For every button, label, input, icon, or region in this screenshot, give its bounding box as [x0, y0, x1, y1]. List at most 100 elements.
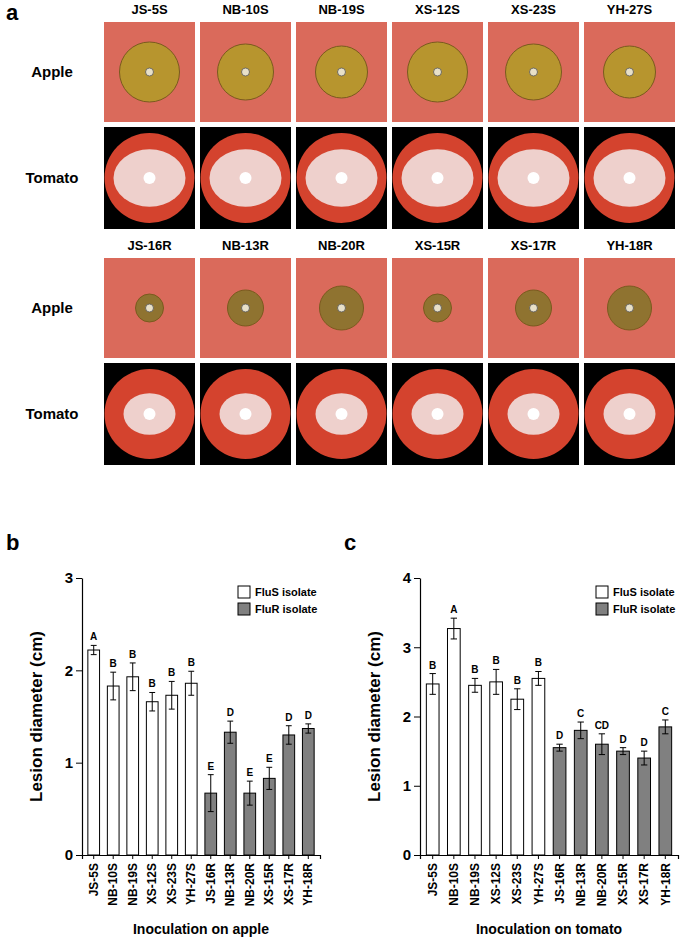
- apple-wound: [338, 68, 346, 76]
- significance-letter: C: [577, 708, 584, 719]
- tomato-photo: [104, 127, 195, 229]
- x-tick: XS-12S: [145, 855, 159, 904]
- plot-area: [88, 645, 314, 855]
- tick-label: NB-10S: [106, 863, 120, 906]
- tick-mark: [132, 855, 133, 859]
- significance-letter: A: [450, 604, 457, 615]
- row-label: Apple: [31, 299, 73, 316]
- error-bar: [620, 748, 626, 755]
- row-label: Tomato: [25, 405, 78, 422]
- apple-shade: [296, 22, 387, 122]
- tick-label: 0: [403, 846, 411, 863]
- tick-label: 0: [65, 846, 73, 863]
- tomato-fruit: [105, 369, 195, 459]
- error-bar: [641, 751, 647, 765]
- bar: [166, 695, 178, 855]
- tomato-mycelium: [594, 149, 666, 207]
- tomato-wound: [144, 172, 156, 184]
- tomato-fruit: [297, 133, 387, 223]
- tomato-background: [104, 127, 195, 229]
- apple-photo: [488, 258, 579, 358]
- legend-label: FluS isolate: [613, 586, 675, 598]
- apple-wound: [146, 68, 154, 76]
- isolate-label: XS-23S: [511, 2, 556, 17]
- tomato-background: [488, 127, 579, 229]
- x-axis-title: Inoculation on tomato: [476, 921, 622, 937]
- tomato-photo: [488, 127, 579, 229]
- significance-letter: B: [514, 675, 521, 686]
- letter-labels: BABBBBDCCDDDC: [429, 604, 669, 748]
- tick-mark: [210, 855, 211, 859]
- legend-swatch: [238, 586, 250, 598]
- significance-letter: B: [188, 657, 195, 668]
- apple-wound: [530, 304, 538, 312]
- apple-shade: [584, 22, 675, 122]
- x-tick: XS-23S: [165, 855, 179, 904]
- apple-lesion: [136, 294, 164, 322]
- tick-label: YH-27S: [532, 863, 546, 905]
- tick-mark: [414, 717, 420, 718]
- apple-lesion: [228, 290, 264, 326]
- apple-wound: [434, 68, 442, 76]
- bar: [490, 682, 503, 855]
- tick-mark: [76, 855, 82, 856]
- tomato-photo: [200, 127, 291, 229]
- significance-letter: D: [305, 710, 312, 721]
- letter-labels: ABBBBBEDEEDD: [90, 631, 312, 778]
- error-bar: [305, 724, 311, 733]
- legend: FluS isolateFluR isolate: [238, 586, 317, 615]
- tick-label: 3: [403, 639, 411, 656]
- apple-wound: [530, 68, 538, 76]
- tick-label: XS-15R: [262, 863, 276, 905]
- tick-label: JS-16R: [204, 863, 218, 904]
- significance-letter: D: [641, 737, 648, 748]
- tomato-background: [296, 363, 387, 465]
- bar: [127, 677, 139, 855]
- tomato-wound: [336, 172, 348, 184]
- significance-letter: B: [535, 657, 542, 668]
- axis-line: [420, 579, 421, 856]
- bar: [638, 758, 651, 855]
- tomato-background: [584, 363, 675, 465]
- tick-mark: [414, 786, 420, 787]
- error-bar: [266, 767, 272, 789]
- x-tick: XS-12S: [489, 855, 503, 904]
- apple-photo: [200, 258, 291, 358]
- tick-mark: [453, 855, 454, 859]
- tick-mark: [113, 855, 114, 859]
- bar: [617, 751, 630, 855]
- error-bar: [493, 669, 499, 694]
- apple-lesion: [608, 286, 652, 330]
- tomato-photo: [392, 127, 483, 229]
- error-bar: [169, 681, 175, 709]
- bar: [553, 748, 566, 855]
- tomato-fruit: [201, 369, 291, 459]
- tomato-background: [200, 363, 291, 465]
- apple-photo: [392, 258, 483, 358]
- x-axis: JS-5SNB-10SNB-19SXS-12SXS-23SYH-27SJS-16…: [421, 855, 679, 906]
- tomato-photo: [296, 363, 387, 465]
- tomato-photo: [584, 127, 675, 229]
- x-tick: YH-18R: [659, 855, 673, 906]
- y-axis: 01234: [403, 569, 421, 863]
- x-tick: XS-17R: [637, 855, 651, 905]
- x-axis-title: Inoculation on apple: [133, 921, 269, 937]
- error-bar: [130, 663, 136, 691]
- tomato-mycelium: [402, 149, 474, 207]
- apple-lesion: [120, 42, 180, 102]
- tick-mark: [76, 763, 82, 764]
- tick-mark: [191, 855, 192, 859]
- significance-letter: B: [110, 658, 117, 669]
- apple-shade: [584, 258, 675, 358]
- tick-label: XS-23S: [165, 863, 179, 904]
- tomato-photo: [488, 363, 579, 465]
- isolate-label: YH-27S: [607, 2, 653, 17]
- tick-label: NB-13R: [574, 863, 588, 907]
- y-tick: 4: [403, 569, 420, 586]
- apple-skin: [584, 258, 675, 358]
- tick-mark: [171, 855, 172, 859]
- tick-mark: [665, 855, 666, 859]
- apple-wound: [338, 304, 346, 312]
- tick-label: JS-5S: [87, 863, 101, 896]
- y-tick: 2: [403, 708, 420, 725]
